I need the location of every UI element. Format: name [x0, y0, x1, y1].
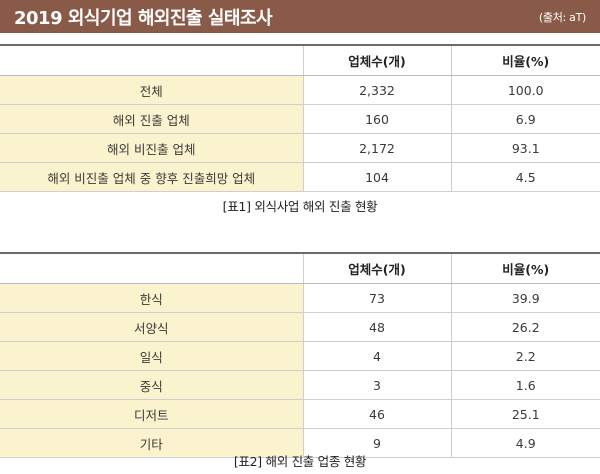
row-ratio: 4.9 [450, 428, 600, 458]
table-row: 서양식 48 26.2 [0, 312, 600, 342]
row-label: 해외 비진출 업체 [0, 133, 303, 163]
table-row: 해외 진출 업체 160 6.9 [0, 104, 600, 134]
table2-caption: [표2] 해외 진출 업종 현황 [233, 454, 367, 469]
title-bar: 2019 외식기업 해외진출 실태조사 (출처: aT) [0, 0, 600, 33]
table-row: 해외 비진출 업체 중 향후 진출희망 업체 104 4.5 [0, 162, 600, 192]
table-row: 중식 3 1.6 [0, 370, 600, 400]
header-count-cell: 업체수(개) [302, 253, 451, 284]
row-ratio: 100.0 [450, 75, 600, 105]
row-count: 9 [302, 428, 451, 458]
source-note: (출처: aT) [538, 10, 586, 24]
row-label: 일식 [0, 341, 303, 371]
row-count: 46 [302, 399, 451, 429]
row-count: 3 [302, 370, 451, 400]
row-count: 2,172 [302, 133, 451, 163]
row-ratio: 1.6 [450, 370, 600, 400]
row-ratio: 26.2 [450, 312, 600, 342]
table-overseas-status: 업체수(개) 비율(%) 전체 2,332 100.0 해외 진출 업체 160… [0, 44, 600, 192]
row-ratio: 4.5 [450, 162, 600, 192]
row-count: 48 [302, 312, 451, 342]
header-label-cell [0, 253, 303, 284]
table-overseas-sectors: 업체수(개) 비율(%) 한식 73 39.9 서양식 48 26.2 일식 4… [0, 252, 600, 458]
row-ratio: 39.9 [450, 283, 600, 313]
row-count: 4 [302, 341, 451, 371]
table-row: 디저트 46 25.1 [0, 399, 600, 429]
header-count-cell: 업체수(개) [302, 45, 451, 76]
page-title: 2019 외식기업 해외진출 실태조사 [14, 7, 273, 29]
row-count: 2,332 [302, 75, 451, 105]
row-count: 160 [302, 104, 451, 134]
table1-caption: [표1] 외식사업 해외 진출 현황 [222, 199, 378, 214]
row-label: 디저트 [0, 399, 303, 429]
row-label: 해외 진출 업체 [0, 104, 303, 134]
row-label: 서양식 [0, 312, 303, 342]
row-ratio: 93.1 [450, 133, 600, 163]
table-header-row: 업체수(개) 비율(%) [0, 253, 600, 284]
row-count: 104 [302, 162, 451, 192]
row-label: 해외 비진출 업체 중 향후 진출희망 업체 [0, 162, 303, 192]
row-label: 기타 [0, 428, 303, 458]
header-ratio-cell: 비율(%) [450, 253, 600, 284]
header-label-cell [0, 45, 303, 76]
header-ratio-cell: 비율(%) [450, 45, 600, 76]
row-ratio: 6.9 [450, 104, 600, 134]
row-label: 중식 [0, 370, 303, 400]
row-count: 73 [302, 283, 451, 313]
table-row: 한식 73 39.9 [0, 283, 600, 313]
table-row: 일식 4 2.2 [0, 341, 600, 371]
table-row: 해외 비진출 업체 2,172 93.1 [0, 133, 600, 163]
row-label: 전체 [0, 75, 303, 105]
table-row: 기타 9 4.9 [0, 428, 600, 458]
table-row: 전체 2,332 100.0 [0, 75, 600, 105]
row-ratio: 2.2 [450, 341, 600, 371]
row-ratio: 25.1 [450, 399, 600, 429]
table-header-row: 업체수(개) 비율(%) [0, 45, 600, 76]
row-label: 한식 [0, 283, 303, 313]
